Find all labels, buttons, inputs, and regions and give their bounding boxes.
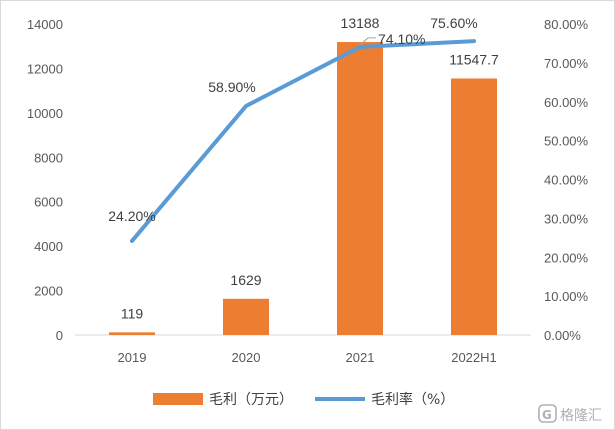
right-tick-label: 0.00% [544, 328, 581, 343]
left-tick-label: 8000 [34, 150, 63, 165]
left-tick-label: 10000 [27, 106, 63, 121]
svg-text:G: G [542, 408, 552, 422]
bar-data-label: 11547.7 [449, 51, 499, 67]
right-tick-label: 60.00% [544, 95, 589, 110]
bar [109, 332, 155, 335]
x-tick-label: 2020 [232, 350, 261, 365]
right-tick-label: 30.00% [544, 211, 589, 226]
left-tick-label: 4000 [34, 239, 63, 254]
x-tick-label: 2019 [118, 350, 147, 365]
right-tick-label: 10.00% [544, 289, 589, 304]
left-tick-label: 14000 [27, 17, 63, 32]
line-data-labels: 24.20% 58.90% 74.10% 75.60% [108, 15, 477, 224]
x-tick-label: 2021 [346, 350, 375, 365]
left-tick-label: 2000 [34, 284, 63, 299]
x-axis-ticks: 2019 2020 2021 2022H1 [118, 350, 497, 365]
right-tick-label: 50.00% [544, 134, 589, 149]
line-series [130, 39, 476, 243]
gelonghui-logo-icon: G [538, 404, 557, 423]
watermark: G 格隆汇 [538, 404, 602, 424]
legend-label-line: 毛利率（%） [371, 391, 454, 408]
bar [337, 42, 383, 336]
line-data-label: 74.10% [378, 31, 425, 47]
left-tick-label: 6000 [34, 195, 63, 210]
x-tick-label: 2022H1 [451, 350, 497, 365]
bar-data-label: 119 [121, 305, 144, 321]
right-axis-ticks: 0.00% 10.00% 20.00% 30.00% 40.00% 50.00% 60.00… [544, 17, 589, 343]
watermark-text: 格隆汇 [560, 408, 602, 424]
right-tick-label: 80.00% [544, 17, 589, 32]
left-axis-ticks: 0 2000 4000 6000 8000 10000 12000 14000 [27, 17, 63, 343]
bar [223, 298, 269, 335]
right-tick-label: 70.00% [544, 56, 589, 71]
right-tick-label: 20.00% [544, 250, 589, 265]
legend: 毛利（万元） 毛利率（%） [153, 391, 454, 408]
left-tick-label: 0 [56, 328, 63, 343]
legend-label-bar: 毛利（万元） [209, 392, 293, 408]
line-data-label: 58.90% [208, 79, 255, 95]
bar-data-labels: 119 1629 13188 11547.7 [121, 15, 499, 321]
left-tick-label: 12000 [27, 61, 63, 76]
bar-data-label: 13188 [341, 15, 380, 31]
line-data-label: 75.60% [430, 15, 477, 31]
line-path [130, 39, 476, 243]
label-leader-line [359, 37, 376, 46]
line-data-label: 24.20% [108, 208, 155, 224]
bar-data-label: 1629 [230, 272, 261, 288]
legend-swatch-bar [153, 393, 203, 405]
bar [451, 78, 497, 336]
right-tick-label: 40.00% [544, 173, 589, 188]
bar-series [109, 42, 497, 336]
